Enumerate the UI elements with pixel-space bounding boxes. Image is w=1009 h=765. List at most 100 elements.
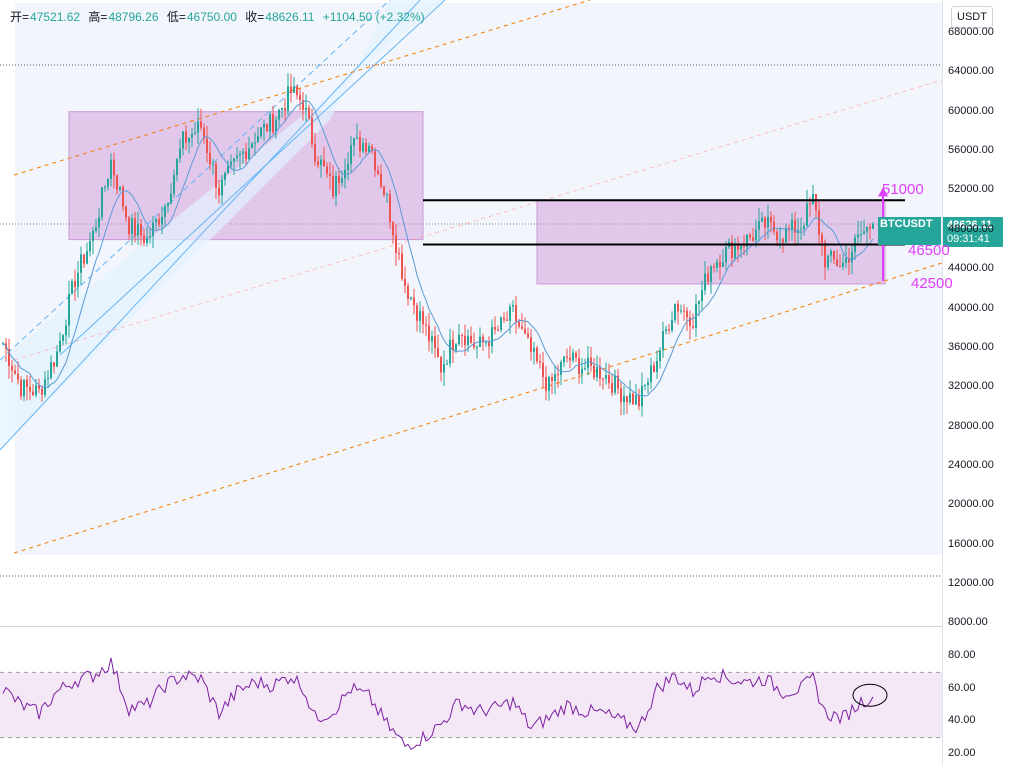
rsi-band [0, 672, 942, 738]
candle-body [824, 242, 826, 268]
candle-body [149, 236, 151, 238]
candle-body [584, 368, 586, 370]
candle-body [275, 119, 277, 133]
ohlc-legend: 开=47521.62 高=48796.26 低=46750.00 收=48626… [10, 8, 425, 25]
candle-body [14, 370, 16, 374]
candle-body [857, 234, 859, 238]
candle-body [416, 305, 418, 321]
candle-body [806, 203, 808, 227]
candle-body [401, 253, 403, 279]
pane-divider[interactable] [0, 626, 942, 627]
candle-body [539, 361, 541, 363]
price-tick-label: 32000.00 [948, 380, 994, 393]
candle-body [560, 362, 562, 375]
candle-body [458, 334, 460, 345]
candle-body [194, 132, 196, 134]
candle-body [32, 391, 34, 396]
candle-body [263, 123, 265, 128]
candle-body [689, 317, 691, 327]
candle-body [317, 161, 319, 166]
candle-body [512, 305, 514, 307]
candle-body [137, 223, 139, 236]
candle-body [710, 266, 712, 282]
candle-body [335, 175, 337, 197]
symbol-tag: BTCUSDT [878, 217, 941, 245]
candle-body [527, 333, 529, 338]
candle-body [386, 193, 388, 195]
candle-body [659, 350, 661, 362]
candle-body [95, 227, 97, 231]
candle-body [329, 173, 331, 176]
candle-body [89, 240, 91, 252]
candle-body [620, 388, 622, 403]
candle-body [542, 362, 544, 378]
candle-body [707, 273, 709, 282]
trend-channel [0, 0, 943, 554]
candle-body [470, 335, 472, 343]
candle-body [62, 335, 64, 341]
candle-body [785, 228, 787, 243]
candle-body [332, 175, 334, 197]
candle-body [809, 203, 811, 205]
candle-body [281, 108, 283, 110]
candle-body [353, 138, 355, 146]
candle-body [380, 173, 382, 187]
low-value: 46750.00 [186, 10, 237, 24]
candle-body [215, 163, 217, 188]
candle-body [83, 254, 85, 264]
candle-body [449, 339, 451, 364]
close-value: 48626.11 [265, 10, 315, 24]
candle-body [431, 336, 433, 342]
rsi-line [2, 657, 874, 751]
candle-body [740, 246, 742, 250]
candle-body [767, 216, 769, 228]
level-label-middle: 46500 [908, 242, 950, 259]
candle-body [182, 131, 184, 149]
candle-body [260, 127, 262, 137]
candle-body [869, 226, 871, 229]
candle-body [515, 305, 517, 322]
candle-body [218, 187, 220, 196]
candle-body [245, 151, 247, 159]
candle-body [227, 165, 229, 173]
currency-button[interactable]: USDT [951, 6, 993, 28]
candle-body [26, 379, 28, 387]
candle-body [200, 121, 202, 128]
open-label: 开= [10, 10, 30, 24]
candle-body [311, 117, 313, 144]
candle-body [446, 363, 448, 365]
candle-body [248, 148, 250, 159]
candle-body [71, 281, 73, 295]
candle-body [677, 303, 679, 312]
blue-channel-fill [0, 0, 445, 450]
candle-body [692, 326, 694, 328]
candle-body [704, 273, 706, 291]
rsi-pane [0, 657, 942, 751]
candle-body [101, 187, 103, 218]
candle-body [554, 374, 556, 382]
candle-body [530, 337, 532, 352]
candle-body [155, 219, 157, 223]
candle-body [782, 239, 784, 243]
candle-body [572, 352, 574, 361]
open-value: 47521.62 [30, 10, 81, 24]
candle-body [731, 241, 733, 259]
candle-body [44, 379, 46, 395]
moving-average-line [2, 100, 874, 397]
candle-body [821, 234, 823, 243]
price-tick-label: 20000.00 [948, 498, 994, 511]
candle-body [53, 362, 55, 367]
price-tick-label: 8000.00 [948, 616, 988, 629]
candle-body [671, 319, 673, 331]
candle-body [8, 349, 10, 367]
candle-body [266, 123, 268, 132]
candle-body [461, 334, 463, 336]
ma-path [2, 100, 874, 397]
price-tick-label: 28000.00 [948, 419, 994, 432]
candle-body [68, 294, 70, 326]
candle-body [77, 272, 79, 288]
candle-body [326, 166, 328, 174]
rsi-tick-label: 40.00 [948, 714, 976, 727]
candle-body [842, 263, 844, 267]
